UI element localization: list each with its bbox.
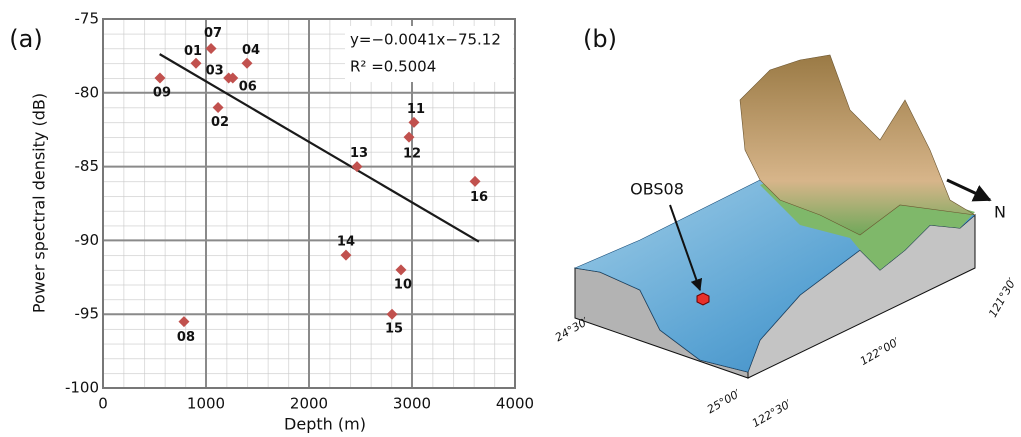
figure: (a) Depth (m) Power spectral density (dB… xyxy=(0,0,1021,437)
point-label: 01 xyxy=(184,44,202,59)
point-label: 14 xyxy=(337,235,355,250)
longitude-label: 122°30′ xyxy=(750,397,794,430)
y-tick-label: -80 xyxy=(75,83,100,101)
x-tick-label: 4000 xyxy=(496,395,534,413)
y-tick-label: -100 xyxy=(65,379,99,397)
longitude-label: 122°00′ xyxy=(858,335,902,368)
panel-label: (a) xyxy=(9,25,42,53)
point-label: 07 xyxy=(204,26,222,41)
north-label: N xyxy=(994,203,1006,222)
panel-b: (b) OBS08 N 24°30′ 25°00′ 122°30′ 122°00… xyxy=(553,25,1019,430)
point-label: 11 xyxy=(407,102,425,117)
y-axis-label: Power spectral density (dB) xyxy=(30,93,49,313)
point-label: 16 xyxy=(470,190,488,205)
point-label: 13 xyxy=(350,146,368,161)
latitude-label: 25°00′ xyxy=(705,387,743,417)
x-tick-label: 3000 xyxy=(393,395,431,413)
point-label: 04 xyxy=(242,43,260,58)
point-label: 08 xyxy=(177,330,195,345)
y-tick-label: -75 xyxy=(75,10,100,28)
x-axis-label: Depth (m) xyxy=(284,415,366,434)
point-label: 02 xyxy=(211,115,229,130)
longitude-label: 121°30′ xyxy=(986,275,1019,319)
x-tick-label: 2000 xyxy=(290,395,328,413)
y-tick-label: -95 xyxy=(75,305,100,323)
latitude-label: 24°30′ xyxy=(553,315,591,345)
point-label: 12 xyxy=(403,147,421,162)
x-tick-label: 0 xyxy=(98,395,108,413)
point-label: 10 xyxy=(394,277,412,292)
panel-a: (a) Depth (m) Power spectral density (dB… xyxy=(9,10,534,434)
point-label: 06 xyxy=(239,80,257,95)
point-label: 09 xyxy=(153,86,171,101)
equation: y=−0.0041x−75.12 xyxy=(350,31,501,49)
x-tick-label: 1000 xyxy=(187,395,225,413)
point-label: 15 xyxy=(385,322,403,337)
north-arrow xyxy=(947,180,990,200)
panel-label: (b) xyxy=(583,25,617,53)
station-marker xyxy=(697,293,709,305)
point-label: 03 xyxy=(206,64,224,79)
station-label: OBS08 xyxy=(630,180,684,199)
y-tick-label: -85 xyxy=(75,157,100,175)
r-squared: R² =0.5004 xyxy=(350,58,436,76)
y-tick-label: -90 xyxy=(75,231,100,249)
